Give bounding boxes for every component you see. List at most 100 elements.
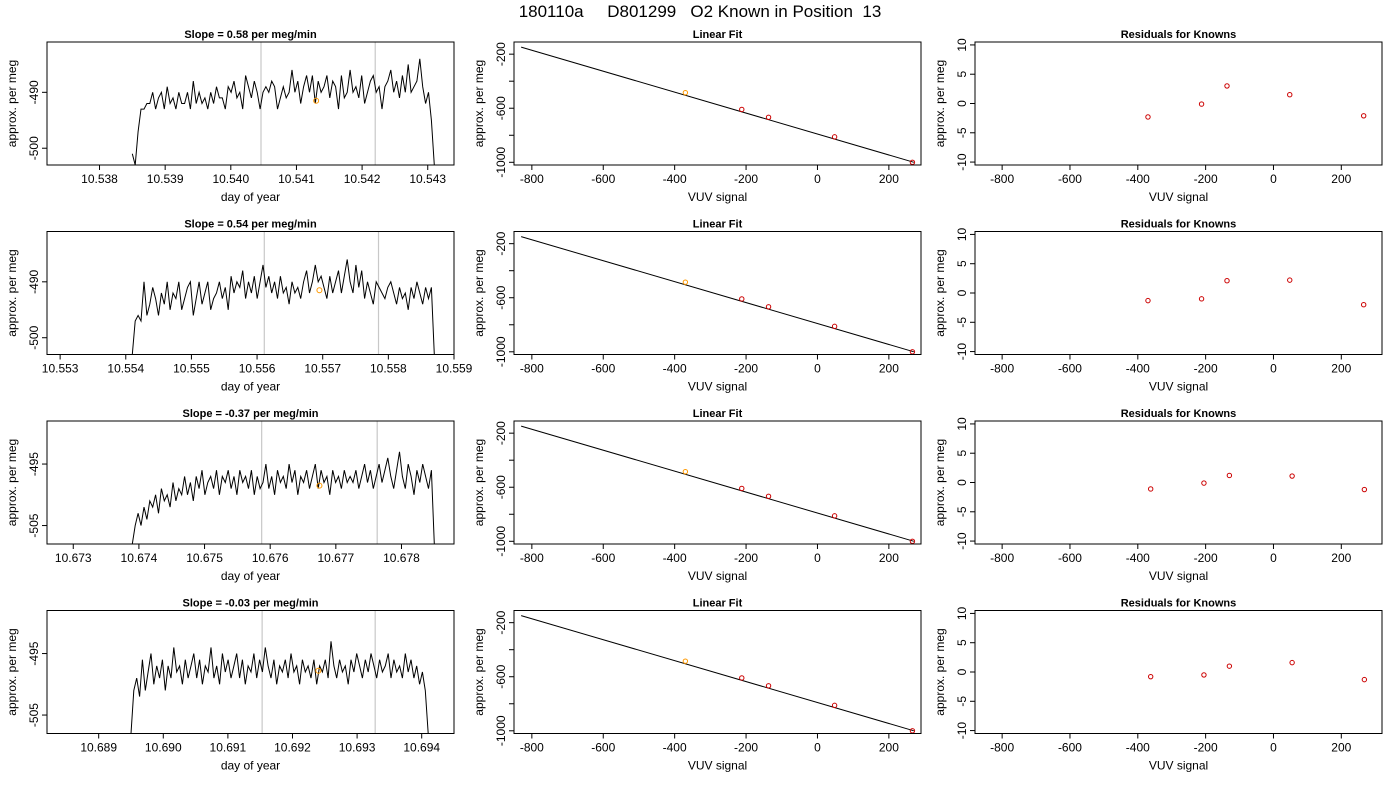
data-point: [1145, 114, 1151, 120]
x-tick-label: 10.542: [344, 172, 381, 186]
x-tick-label: -200: [1194, 741, 1218, 755]
panel-title: Linear Fit: [693, 598, 743, 610]
x-tick-label: 200: [879, 172, 899, 186]
y-tick-label: -490: [27, 269, 41, 293]
x-tick-label: -200: [1194, 172, 1218, 186]
x-axis-label: day of year: [221, 569, 280, 583]
y-axis-label: approx. per meg: [5, 249, 19, 336]
y-tick-label: 0: [955, 668, 969, 675]
plot-frame: [46, 231, 455, 355]
y-tick-label: 10: [955, 38, 969, 52]
y-tick-label: -200: [494, 42, 508, 66]
data-point: [682, 279, 689, 285]
x-axis-label: day of year: [221, 380, 280, 394]
data-point: [765, 683, 772, 689]
x-tick-label: 10.539: [147, 172, 184, 186]
signal-line: [131, 259, 435, 355]
panel-title: Linear Fit: [693, 408, 743, 420]
panel-title: Linear Fit: [693, 219, 743, 231]
plot-area: [520, 46, 916, 165]
plot-frame: [46, 610, 455, 734]
plot-frame: [46, 420, 455, 545]
x-tick-label: -400: [1126, 172, 1150, 186]
y-tick-label: -5: [955, 506, 969, 517]
x-tick-label: 0: [814, 551, 821, 565]
plot-area: [1145, 83, 1367, 120]
panel-title: Slope = -0.37 per meg/min: [182, 408, 318, 420]
data-point: [1361, 486, 1368, 493]
y-tick-label: -5: [955, 127, 969, 138]
y-tick-label: 10: [955, 227, 969, 241]
plot-area: [520, 425, 916, 544]
x-tick-label: 10.554: [107, 362, 144, 376]
data-point: [831, 323, 838, 330]
y-axis-label: approx. per meg: [472, 249, 486, 336]
y-axis-label: approx. per meg: [472, 628, 486, 715]
data-point: [831, 702, 838, 709]
panel-title: Residuals for Knowns: [1121, 598, 1237, 610]
x-tick-label: 200: [1331, 741, 1351, 755]
y-tick-label: -495: [27, 452, 41, 476]
data-point: [765, 304, 772, 310]
data-point: [1198, 101, 1205, 107]
data-point: [1289, 659, 1295, 666]
x-tick-label: -200: [734, 551, 758, 565]
y-tick-label: -5: [955, 696, 969, 707]
x-tick-label: -600: [591, 172, 615, 186]
data-point: [1361, 676, 1368, 683]
data-point: [682, 89, 689, 96]
signal-line: [131, 451, 435, 544]
x-tick-label: 0: [814, 172, 821, 186]
data-point: [1198, 296, 1205, 302]
signal-line: [130, 641, 429, 734]
data-point: [739, 675, 745, 681]
y-axis-label: approx. per meg: [5, 628, 19, 715]
x-tick-label: -800: [520, 551, 544, 565]
x-tick-label: -200: [734, 741, 758, 755]
y-tick-label: -200: [494, 231, 508, 255]
y-axis-label: approx. per meg: [5, 439, 19, 526]
x-tick-label: -600: [1058, 172, 1082, 186]
data-point: [1145, 297, 1151, 304]
plot-frame: [974, 231, 1383, 355]
plot-frame: [974, 41, 1383, 166]
x-tick-label: -400: [663, 551, 687, 565]
x-axis-label: VUV signal: [688, 380, 747, 394]
x-tick-label: 0: [1270, 551, 1277, 565]
x-tick-label: 0: [814, 741, 821, 755]
y-tick-label: 0: [955, 100, 969, 107]
y-tick-label: -600: [494, 285, 508, 309]
data-point: [682, 468, 689, 475]
x-tick-label: 10.538: [81, 172, 118, 186]
plot-area: [131, 231, 435, 355]
mean-point: [313, 97, 320, 104]
panel-title: Residuals for Knowns: [1121, 29, 1237, 41]
y-axis-label: approx. per meg: [933, 249, 947, 336]
x-tick-label: 10.677: [317, 551, 354, 565]
data-point: [1360, 113, 1367, 119]
x-tick-label: 10.690: [145, 741, 182, 755]
fit-line: [520, 46, 915, 163]
x-tick-label: -800: [990, 741, 1014, 755]
x-axis-label: VUV signal: [1149, 569, 1208, 583]
y-tick-label: -500: [27, 136, 41, 160]
x-tick-label: 0: [1270, 741, 1277, 755]
x-tick-label: -400: [663, 172, 687, 186]
data-point: [1360, 302, 1367, 308]
y-tick-label: 5: [955, 260, 969, 267]
x-tick-label: 0: [1270, 362, 1277, 376]
y-tick-label: -5: [955, 317, 969, 328]
y-tick-label: -1000: [494, 147, 508, 178]
y-tick-label: -490: [27, 80, 41, 104]
data-point: [739, 106, 745, 113]
plot-frame: [513, 610, 922, 734]
panel-r2-c1: Linear Fit -800 -600 -400 -200 0 200 -1000 -600 -…: [472, 408, 922, 583]
fit-line: [520, 425, 915, 542]
x-tick-label: -600: [591, 362, 615, 376]
x-tick-label: 0: [1270, 172, 1277, 186]
x-tick-label: -800: [520, 741, 544, 755]
panel-title: Slope = 0.54 per meg/min: [184, 219, 317, 231]
panel-title: Residuals for Knowns: [1121, 408, 1237, 420]
x-tick-label: 10.694: [403, 741, 440, 755]
